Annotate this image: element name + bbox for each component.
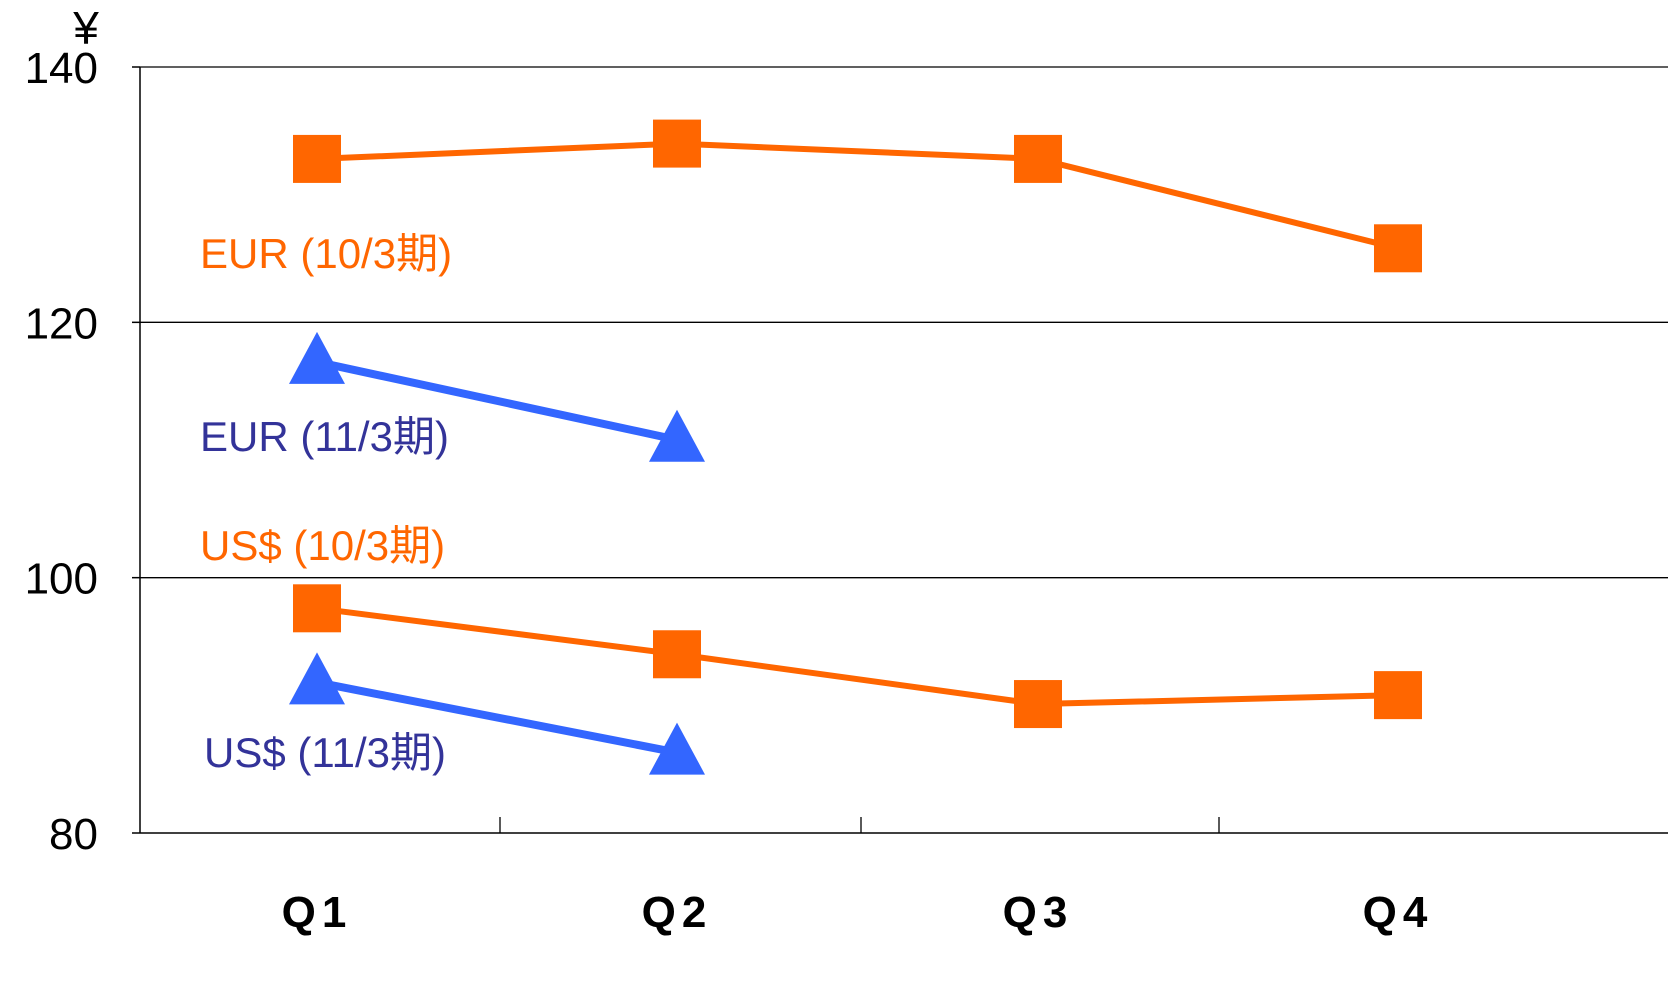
x-tick-label: Q4	[1363, 888, 1434, 937]
series-label-layer: EUR (10/3期) EUR (11/3期) US$ (10/3期) US$ (11…	[200, 230, 452, 776]
series-usd-11	[289, 652, 705, 775]
x-tick-label: Q2	[642, 888, 713, 937]
series-label-eur-10: EUR (10/3期)	[200, 230, 452, 277]
data-point-marker	[293, 134, 341, 183]
y-tick-label: 100	[25, 555, 98, 604]
x-tick-label: Q1	[282, 888, 353, 937]
series-layer	[289, 119, 1422, 775]
x-tick-label: Q3	[1003, 888, 1074, 937]
y-tick-label: 80	[49, 810, 98, 859]
data-point-marker	[1014, 134, 1062, 183]
data-point-marker	[289, 652, 345, 705]
series-line	[316, 140, 1399, 252]
data-point-marker	[289, 331, 345, 384]
grid-layer	[140, 66, 1668, 579]
series-line	[316, 678, 678, 757]
series-usd-10	[293, 584, 1422, 729]
series-label-usd-10: US$ (10/3期)	[200, 522, 445, 569]
data-point-marker	[1014, 680, 1062, 729]
data-point-marker	[649, 409, 705, 462]
axis-layer: 80 100 120 140 Q1 Q2 Q3 Q4	[25, 44, 1668, 937]
series-line	[316, 605, 1399, 708]
y-tick-label: 140	[25, 44, 98, 93]
data-point-marker	[653, 119, 701, 168]
data-point-marker	[293, 584, 341, 633]
data-point-marker	[649, 722, 705, 775]
series-label-usd-11: US$ (11/3期)	[204, 729, 446, 776]
series-line	[316, 358, 678, 444]
y-axis-currency-symbol: ¥	[72, 2, 99, 54]
series-eur-10	[293, 119, 1422, 273]
data-point-marker	[653, 630, 701, 679]
series-eur-11	[289, 331, 705, 462]
data-point-marker	[1374, 224, 1422, 273]
y-tick-label: 120	[25, 299, 98, 348]
series-label-eur-11: EUR (11/3期)	[200, 413, 449, 460]
data-point-marker	[1374, 671, 1422, 720]
